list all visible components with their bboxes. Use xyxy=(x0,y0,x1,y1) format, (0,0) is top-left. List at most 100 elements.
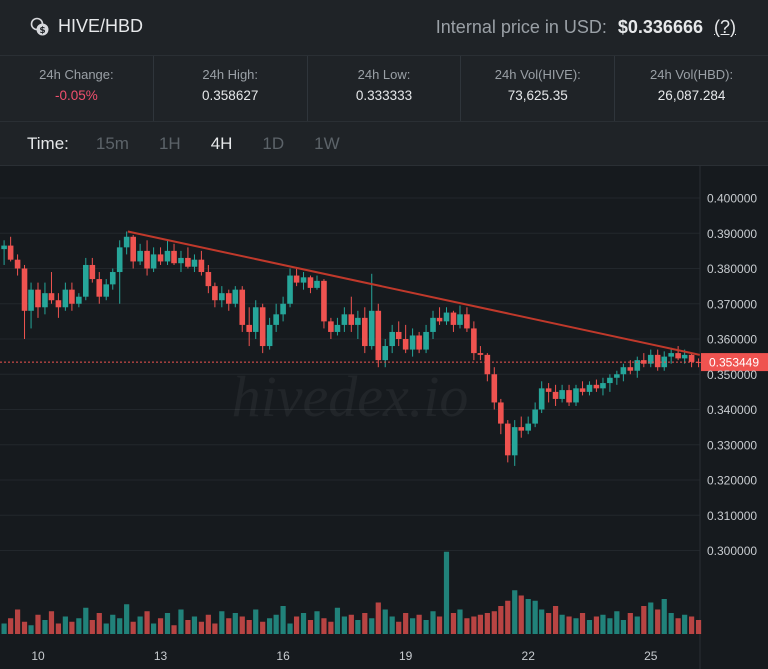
y-tick-label: 0.400000 xyxy=(707,192,757,206)
volume-bar xyxy=(471,616,477,634)
y-tick-label: 0.340000 xyxy=(707,403,757,417)
candle-body xyxy=(321,280,327,322)
volume-bar xyxy=(287,623,293,634)
y-tick-label: 0.330000 xyxy=(707,438,757,452)
volume-bar xyxy=(185,620,191,634)
volume-bar xyxy=(627,613,633,634)
volume-bar xyxy=(14,609,21,634)
candle-body xyxy=(164,250,171,262)
timeframe-4h[interactable]: 4H xyxy=(210,133,233,153)
volume-bar xyxy=(130,621,136,634)
volume-bar xyxy=(144,611,150,634)
candle-body xyxy=(627,367,634,371)
volume-bar xyxy=(55,623,62,634)
volume-bar xyxy=(423,620,429,634)
volume-bar xyxy=(62,616,68,634)
candle-body xyxy=(443,312,450,322)
candle-body xyxy=(607,377,613,384)
help-link[interactable]: (?) xyxy=(714,17,736,37)
y-tick-label: 0.370000 xyxy=(707,297,757,311)
volume-bar xyxy=(661,599,667,634)
volume-bar xyxy=(641,606,647,634)
candle-body xyxy=(55,300,62,308)
volume-bar xyxy=(593,616,600,634)
candle-body xyxy=(21,268,28,311)
candle-body xyxy=(314,280,320,288)
volume-bar xyxy=(403,613,409,634)
candle-body xyxy=(144,250,150,269)
volume-bar xyxy=(450,613,457,634)
stat-value: 73,625.35 xyxy=(507,88,568,103)
last-price-layer: 0.353449 xyxy=(0,353,768,372)
candle-body xyxy=(82,264,89,297)
volume-bar xyxy=(559,614,565,634)
x-tick-label: 10 xyxy=(31,649,45,663)
last-price-label: 0.353449 xyxy=(709,356,759,370)
volume-bar xyxy=(239,616,245,634)
candle-body xyxy=(355,317,361,325)
candle-body xyxy=(491,374,498,403)
volume-bar xyxy=(35,614,41,634)
candle-body xyxy=(116,247,123,273)
candle-body xyxy=(402,339,409,350)
volume-bar xyxy=(682,614,688,634)
volume-bar xyxy=(219,611,225,634)
candle-body xyxy=(48,293,55,301)
volume-bar xyxy=(586,620,593,634)
volume-bar xyxy=(28,625,34,634)
volume-bar xyxy=(110,614,116,634)
volume-bar xyxy=(205,614,211,634)
candle-body xyxy=(62,289,69,308)
candle-body xyxy=(368,310,375,347)
volume-bar xyxy=(430,611,436,634)
volume-bar xyxy=(416,614,422,634)
candle-body xyxy=(76,296,82,304)
candle-body xyxy=(668,353,674,357)
volume-bar xyxy=(464,618,470,634)
timeframe-1w[interactable]: 1W xyxy=(314,133,340,153)
candle-body xyxy=(559,390,565,399)
candle-body xyxy=(42,293,48,308)
candle-body xyxy=(484,354,491,375)
pair-name: HIVE/HBD xyxy=(58,16,144,36)
svg-text:$: $ xyxy=(39,26,45,36)
candle-body xyxy=(620,367,627,375)
volume-bar xyxy=(477,614,484,634)
candle-body xyxy=(219,293,225,301)
stat-value: 0.333333 xyxy=(355,88,413,103)
candle-body xyxy=(409,335,416,350)
candle-body xyxy=(395,331,402,339)
volume-bar xyxy=(124,604,130,634)
volume-bar xyxy=(614,611,620,634)
candle-body xyxy=(634,360,641,371)
volume-bar xyxy=(273,614,279,634)
volume-bar xyxy=(518,595,524,634)
candlestick-chart[interactable]: hivedex.io 0.353449 0.400000 0.390000 0.38… xyxy=(0,166,768,669)
candle-body xyxy=(185,257,191,267)
candle-body xyxy=(191,259,198,267)
timeframe-1h[interactable]: 1H xyxy=(158,133,181,153)
internal-price: Internal price in USD: $0.336666 (?) xyxy=(436,17,736,38)
timeframe-15m[interactable]: 15m xyxy=(95,133,129,153)
candle-body xyxy=(14,259,21,269)
candle-body xyxy=(675,353,681,359)
candle-body xyxy=(89,264,96,280)
volume-bar xyxy=(600,614,606,634)
volume-bar xyxy=(334,607,341,634)
volume-bar xyxy=(321,618,327,634)
candle-body xyxy=(593,384,600,389)
volume-bar xyxy=(348,614,354,634)
volume-bar xyxy=(151,623,157,634)
candle-body xyxy=(259,307,266,347)
volume-bar xyxy=(253,609,259,634)
candle-body xyxy=(7,245,14,260)
candle-body xyxy=(600,383,606,389)
volume-bar xyxy=(314,611,320,634)
candle-body xyxy=(688,354,695,362)
volume-bar xyxy=(293,616,300,634)
timeframe-1d[interactable]: 1D xyxy=(262,133,285,153)
volume-bar xyxy=(280,606,286,634)
candle-body xyxy=(35,289,41,308)
volume-bar xyxy=(579,613,586,634)
volume-bar xyxy=(620,620,626,634)
